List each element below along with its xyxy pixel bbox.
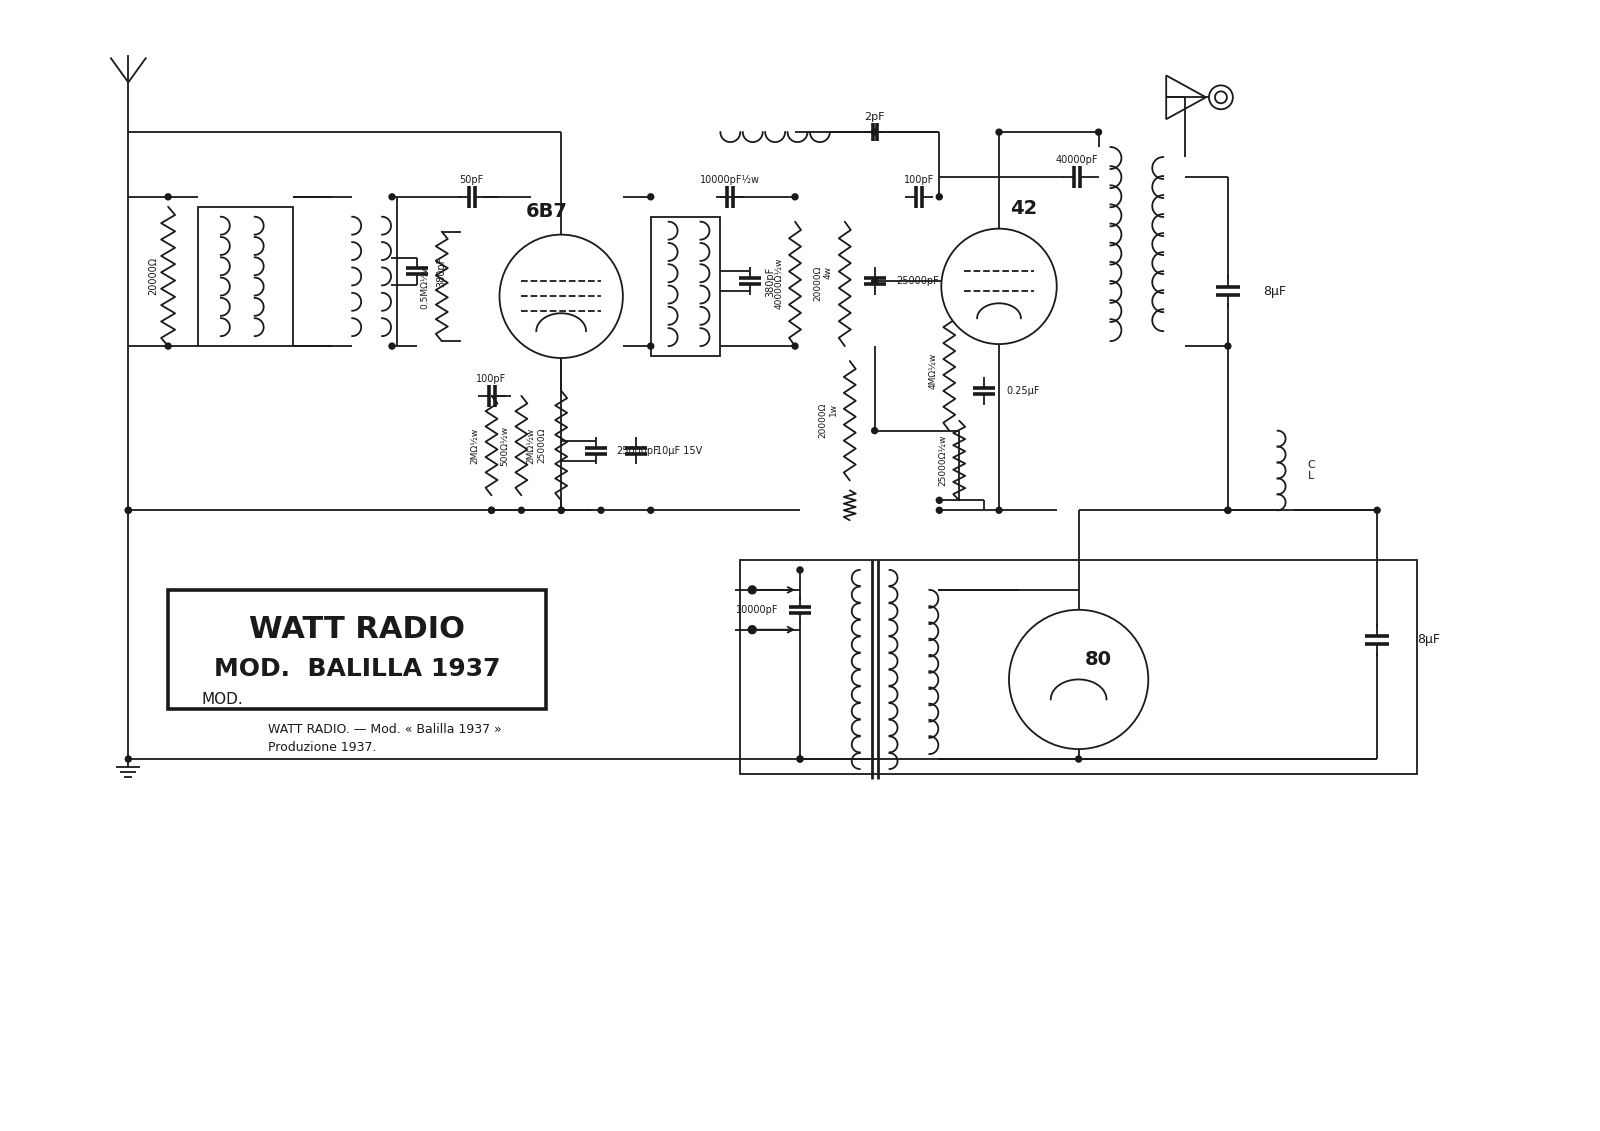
Circle shape bbox=[797, 756, 803, 762]
Text: 500Ω½w: 500Ω½w bbox=[501, 425, 509, 466]
Circle shape bbox=[125, 756, 131, 762]
Circle shape bbox=[797, 756, 803, 762]
Circle shape bbox=[648, 343, 654, 349]
Text: 2MΩ½w
25000Ω: 2MΩ½w 25000Ω bbox=[526, 428, 546, 464]
Text: 2MΩ½w: 2MΩ½w bbox=[470, 428, 480, 464]
Circle shape bbox=[488, 508, 494, 513]
Text: MOD.: MOD. bbox=[202, 692, 243, 707]
Text: 25000Ω½w: 25000Ω½w bbox=[938, 434, 947, 486]
Circle shape bbox=[389, 193, 395, 200]
Circle shape bbox=[648, 508, 654, 513]
Text: 20000Ω: 20000Ω bbox=[149, 258, 158, 295]
Circle shape bbox=[749, 586, 757, 594]
Circle shape bbox=[936, 508, 942, 513]
Circle shape bbox=[997, 129, 1002, 135]
Circle shape bbox=[997, 508, 1002, 513]
Circle shape bbox=[872, 129, 878, 135]
Circle shape bbox=[499, 234, 622, 359]
Bar bbox=[741, 560, 1418, 774]
Text: WATT RADIO. — Mod. « Balilla 1937 »: WATT RADIO. — Mod. « Balilla 1937 » bbox=[267, 723, 501, 735]
Text: 80: 80 bbox=[1085, 650, 1112, 670]
Text: 10μF 15V: 10μF 15V bbox=[656, 446, 702, 456]
Circle shape bbox=[936, 498, 942, 503]
Circle shape bbox=[797, 567, 803, 573]
Text: 0.25μF: 0.25μF bbox=[1006, 386, 1040, 396]
Text: 25000pF: 25000pF bbox=[896, 276, 939, 286]
Circle shape bbox=[792, 193, 798, 200]
Circle shape bbox=[792, 343, 798, 349]
Text: 40000pF: 40000pF bbox=[1056, 155, 1098, 165]
Circle shape bbox=[558, 508, 565, 513]
Text: 100pF: 100pF bbox=[477, 374, 507, 383]
Text: 4MΩ½w: 4MΩ½w bbox=[928, 353, 938, 389]
Bar bbox=[198, 207, 293, 346]
Circle shape bbox=[518, 508, 525, 513]
Text: 2pF: 2pF bbox=[864, 112, 885, 122]
Circle shape bbox=[125, 508, 131, 513]
Circle shape bbox=[1374, 508, 1381, 513]
Circle shape bbox=[165, 343, 171, 349]
Text: 8μF: 8μF bbox=[1418, 633, 1440, 646]
Circle shape bbox=[389, 343, 395, 349]
Text: 8μF: 8μF bbox=[1262, 285, 1286, 297]
Text: Produzione 1937.: Produzione 1937. bbox=[267, 741, 376, 753]
Text: 20000Ω
1w: 20000Ω 1w bbox=[819, 403, 838, 439]
Circle shape bbox=[872, 428, 878, 433]
Text: 25000pF: 25000pF bbox=[616, 446, 659, 456]
Circle shape bbox=[1010, 610, 1149, 749]
Circle shape bbox=[1096, 129, 1101, 135]
Text: 40000Ω½w: 40000Ω½w bbox=[774, 258, 782, 309]
Circle shape bbox=[1226, 343, 1230, 349]
Circle shape bbox=[648, 193, 654, 200]
Circle shape bbox=[1226, 508, 1230, 513]
Text: 20000Ω
4w: 20000Ω 4w bbox=[813, 266, 834, 301]
Text: WATT RADIO: WATT RADIO bbox=[250, 615, 466, 645]
Circle shape bbox=[488, 508, 494, 513]
Circle shape bbox=[941, 228, 1056, 344]
Circle shape bbox=[1075, 756, 1082, 762]
Text: 10000pF: 10000pF bbox=[736, 605, 778, 615]
Text: C
L: C L bbox=[1307, 459, 1315, 482]
Circle shape bbox=[165, 193, 171, 200]
Circle shape bbox=[872, 278, 878, 284]
Circle shape bbox=[125, 508, 131, 513]
Circle shape bbox=[936, 193, 942, 200]
Bar bbox=[168, 590, 546, 709]
Text: 6B7: 6B7 bbox=[525, 202, 566, 222]
Text: 100pF: 100pF bbox=[904, 175, 934, 184]
Circle shape bbox=[558, 508, 565, 513]
Text: 10000pF½w: 10000pF½w bbox=[701, 175, 760, 185]
Text: 0.5MΩ½w: 0.5MΩ½w bbox=[421, 264, 430, 309]
Text: 50pF: 50pF bbox=[459, 175, 483, 184]
Text: 380pF: 380pF bbox=[437, 257, 446, 286]
Circle shape bbox=[1226, 508, 1230, 513]
Text: 380pF: 380pF bbox=[765, 266, 774, 296]
Bar bbox=[651, 217, 720, 356]
Circle shape bbox=[598, 508, 603, 513]
Circle shape bbox=[749, 625, 757, 633]
Text: MOD.  BALILLA 1937: MOD. BALILLA 1937 bbox=[214, 657, 501, 682]
Text: 42: 42 bbox=[1010, 199, 1037, 218]
